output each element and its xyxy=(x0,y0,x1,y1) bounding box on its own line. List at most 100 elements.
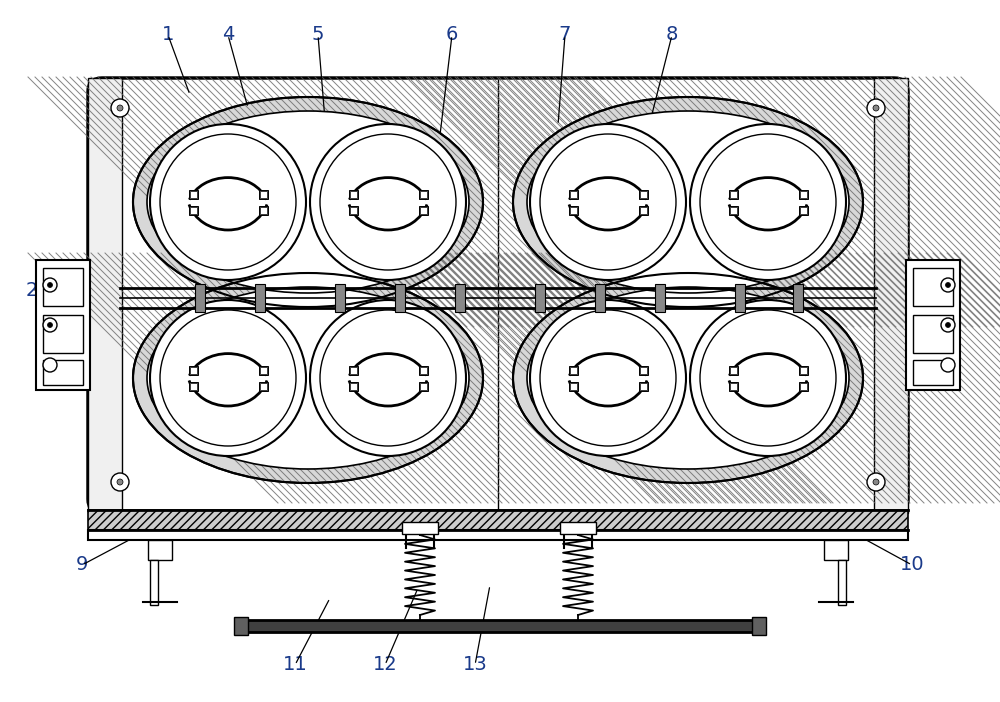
Bar xyxy=(395,284,405,312)
Bar xyxy=(730,191,737,198)
Bar xyxy=(906,260,960,390)
Bar xyxy=(639,206,648,215)
Bar xyxy=(735,284,745,312)
Bar xyxy=(349,366,358,375)
Ellipse shape xyxy=(867,99,885,117)
Ellipse shape xyxy=(150,300,306,456)
Bar xyxy=(655,284,665,312)
Bar xyxy=(419,366,428,375)
Text: 4: 4 xyxy=(222,25,234,44)
Ellipse shape xyxy=(873,479,879,485)
Ellipse shape xyxy=(111,99,129,117)
Ellipse shape xyxy=(147,111,469,293)
Bar xyxy=(350,207,357,214)
Bar xyxy=(260,367,267,374)
Text: 3: 3 xyxy=(42,343,54,362)
Bar xyxy=(800,207,807,214)
Bar xyxy=(402,522,438,534)
Bar xyxy=(730,207,737,214)
Bar xyxy=(535,284,545,312)
Ellipse shape xyxy=(540,310,676,446)
Bar xyxy=(913,360,953,385)
Bar xyxy=(730,383,737,390)
Text: 11: 11 xyxy=(283,656,307,675)
Text: 10: 10 xyxy=(900,555,924,574)
Bar xyxy=(238,620,762,632)
Bar xyxy=(189,366,198,375)
Bar xyxy=(874,78,908,513)
Bar xyxy=(640,191,647,198)
Bar xyxy=(640,207,647,214)
Text: 2: 2 xyxy=(26,281,38,300)
Bar xyxy=(420,383,427,390)
Bar xyxy=(36,260,90,390)
Bar xyxy=(799,206,808,215)
Bar xyxy=(259,190,268,199)
Bar xyxy=(640,383,647,390)
Text: 13: 13 xyxy=(463,656,487,675)
Text: 8: 8 xyxy=(666,25,678,44)
Ellipse shape xyxy=(310,300,466,456)
Ellipse shape xyxy=(946,282,950,288)
Bar xyxy=(793,284,803,312)
Text: 9: 9 xyxy=(76,555,88,574)
Bar xyxy=(150,560,158,605)
Bar xyxy=(43,360,83,385)
Bar xyxy=(349,206,358,215)
Bar xyxy=(752,617,766,635)
Ellipse shape xyxy=(160,310,296,446)
Bar xyxy=(799,366,808,375)
Ellipse shape xyxy=(867,473,885,491)
Bar xyxy=(570,383,577,390)
Bar xyxy=(560,522,596,534)
Ellipse shape xyxy=(946,322,950,328)
Ellipse shape xyxy=(48,282,52,288)
Ellipse shape xyxy=(513,273,863,483)
Text: 6: 6 xyxy=(446,25,458,44)
Ellipse shape xyxy=(43,358,57,372)
Bar xyxy=(259,382,268,391)
Bar xyxy=(569,206,578,215)
Bar xyxy=(799,190,808,199)
Ellipse shape xyxy=(310,124,466,280)
Ellipse shape xyxy=(690,300,846,456)
Bar xyxy=(419,206,428,215)
Ellipse shape xyxy=(320,134,456,270)
Ellipse shape xyxy=(320,310,456,446)
Bar xyxy=(639,382,648,391)
Ellipse shape xyxy=(117,105,123,111)
Bar xyxy=(570,207,577,214)
Bar xyxy=(260,207,267,214)
Bar xyxy=(88,530,908,540)
Bar xyxy=(195,284,205,312)
Bar xyxy=(570,367,577,374)
Ellipse shape xyxy=(941,318,955,332)
Bar xyxy=(420,367,427,374)
Bar xyxy=(729,366,738,375)
Bar xyxy=(455,284,465,312)
Bar xyxy=(43,268,83,306)
Ellipse shape xyxy=(117,479,123,485)
Bar xyxy=(570,191,577,198)
Bar xyxy=(350,383,357,390)
Bar xyxy=(800,367,807,374)
Bar xyxy=(259,366,268,375)
Bar xyxy=(420,207,427,214)
Ellipse shape xyxy=(111,473,129,491)
Bar xyxy=(729,206,738,215)
Ellipse shape xyxy=(540,134,676,270)
Bar xyxy=(189,190,198,199)
Ellipse shape xyxy=(133,97,483,307)
Bar xyxy=(640,367,647,374)
Bar xyxy=(88,78,122,513)
Bar xyxy=(350,367,357,374)
Ellipse shape xyxy=(527,111,849,293)
Bar xyxy=(335,284,345,312)
Bar xyxy=(349,382,358,391)
Bar xyxy=(419,190,428,199)
Bar xyxy=(259,206,268,215)
Ellipse shape xyxy=(530,300,686,456)
Bar xyxy=(569,382,578,391)
Bar xyxy=(349,190,358,199)
Bar xyxy=(729,382,738,391)
